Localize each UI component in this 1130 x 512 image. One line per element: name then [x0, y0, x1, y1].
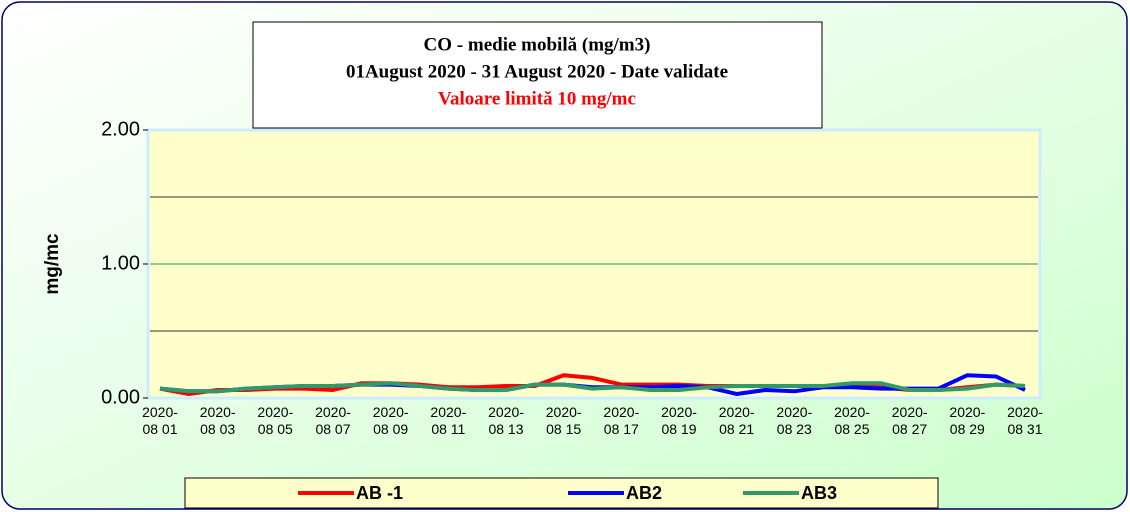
x-tick-label: 2020-08 19 — [661, 404, 697, 437]
x-tick-label: 2020-08 11 — [430, 404, 467, 437]
y-tick-label: 0.00 — [101, 386, 140, 408]
x-tick-label: 2020-08 27 — [891, 404, 928, 437]
x-tick-label: 2020-08 15 — [545, 404, 582, 437]
legend-label: AB -1 — [356, 483, 403, 503]
legend-label: AB2 — [626, 483, 662, 503]
x-tick-label: 2020-08 01 — [142, 404, 178, 437]
x-tick-label: 2020-08 09 — [372, 404, 409, 437]
x-tick-label: 2020-08 03 — [199, 404, 236, 437]
chart-title: Valoare limită 10 mg/mc — [438, 88, 636, 109]
y-tick-label: 1.00 — [101, 252, 140, 274]
y-axis-label: mg/mc — [42, 233, 63, 295]
x-tick-label: 2020-08 21 — [718, 404, 755, 437]
x-tick-label: 2020-08 23 — [776, 404, 813, 437]
title-box — [252, 21, 823, 129]
x-tick-label: 2020-08 25 — [834, 404, 870, 437]
x-tick-label: 2020-08 13 — [488, 404, 524, 437]
x-tick-label: 2020-08 07 — [315, 404, 351, 437]
series-line — [159, 381, 1026, 394]
y-tick-label: 2.00 — [101, 118, 140, 140]
x-tick-label: 2020-08 31 — [1007, 404, 1043, 437]
chart-title: 01August 2020 - 31 August 2020 - Date va… — [346, 61, 728, 82]
x-tick-label: 2020-08 05 — [257, 404, 294, 437]
x-tick-label: 2020-08 29 — [949, 404, 986, 437]
legend-label: AB3 — [801, 483, 837, 503]
x-tick-label: 2020-08 17 — [603, 404, 640, 437]
chart-title: CO - medie mobilă (mg/m3) — [424, 34, 651, 55]
